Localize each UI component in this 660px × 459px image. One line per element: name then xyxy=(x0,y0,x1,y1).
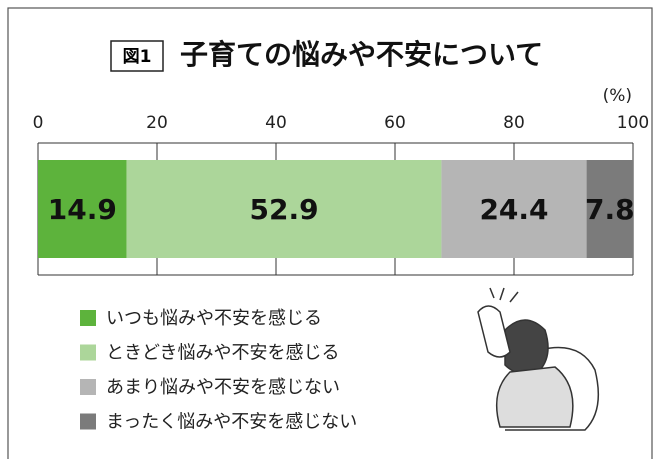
x-tick-label: 60 xyxy=(384,113,406,133)
legend-swatch xyxy=(80,379,96,395)
legend-swatch xyxy=(80,344,96,361)
value-label: 52.9 xyxy=(249,193,318,226)
legend-swatch xyxy=(80,413,96,430)
x-tick-label: 80 xyxy=(503,113,525,133)
chart-title: 子育ての悩みや不安について xyxy=(180,38,543,71)
illustration xyxy=(428,287,608,434)
bar-segment xyxy=(586,160,633,258)
legend-label: あまり悩みや不安を感じない xyxy=(106,377,340,398)
legend-label: まったく悩みや不安を感じない xyxy=(106,412,357,433)
unit-label: (%) xyxy=(603,86,632,106)
value-label: 7.8 xyxy=(585,193,635,226)
figure-label-box xyxy=(110,40,164,72)
bar-segment xyxy=(441,160,587,258)
frame xyxy=(7,7,653,459)
legend-label: いつも悩みや不安を感じる xyxy=(106,308,322,329)
figure-label: 図1 xyxy=(123,47,152,67)
bar-segment xyxy=(38,160,127,258)
value-label: 14.9 xyxy=(48,193,117,226)
legend-swatch xyxy=(80,310,96,326)
x-tick-label: 40 xyxy=(265,113,287,133)
value-label: 24.4 xyxy=(479,193,548,226)
x-tick-label: 20 xyxy=(146,113,168,133)
x-tick-label: 100 xyxy=(617,113,649,133)
bar-segment xyxy=(126,160,442,258)
legend-label: ときどき悩みや不安を感じる xyxy=(106,343,339,364)
x-tick-label: 0 xyxy=(33,113,44,133)
